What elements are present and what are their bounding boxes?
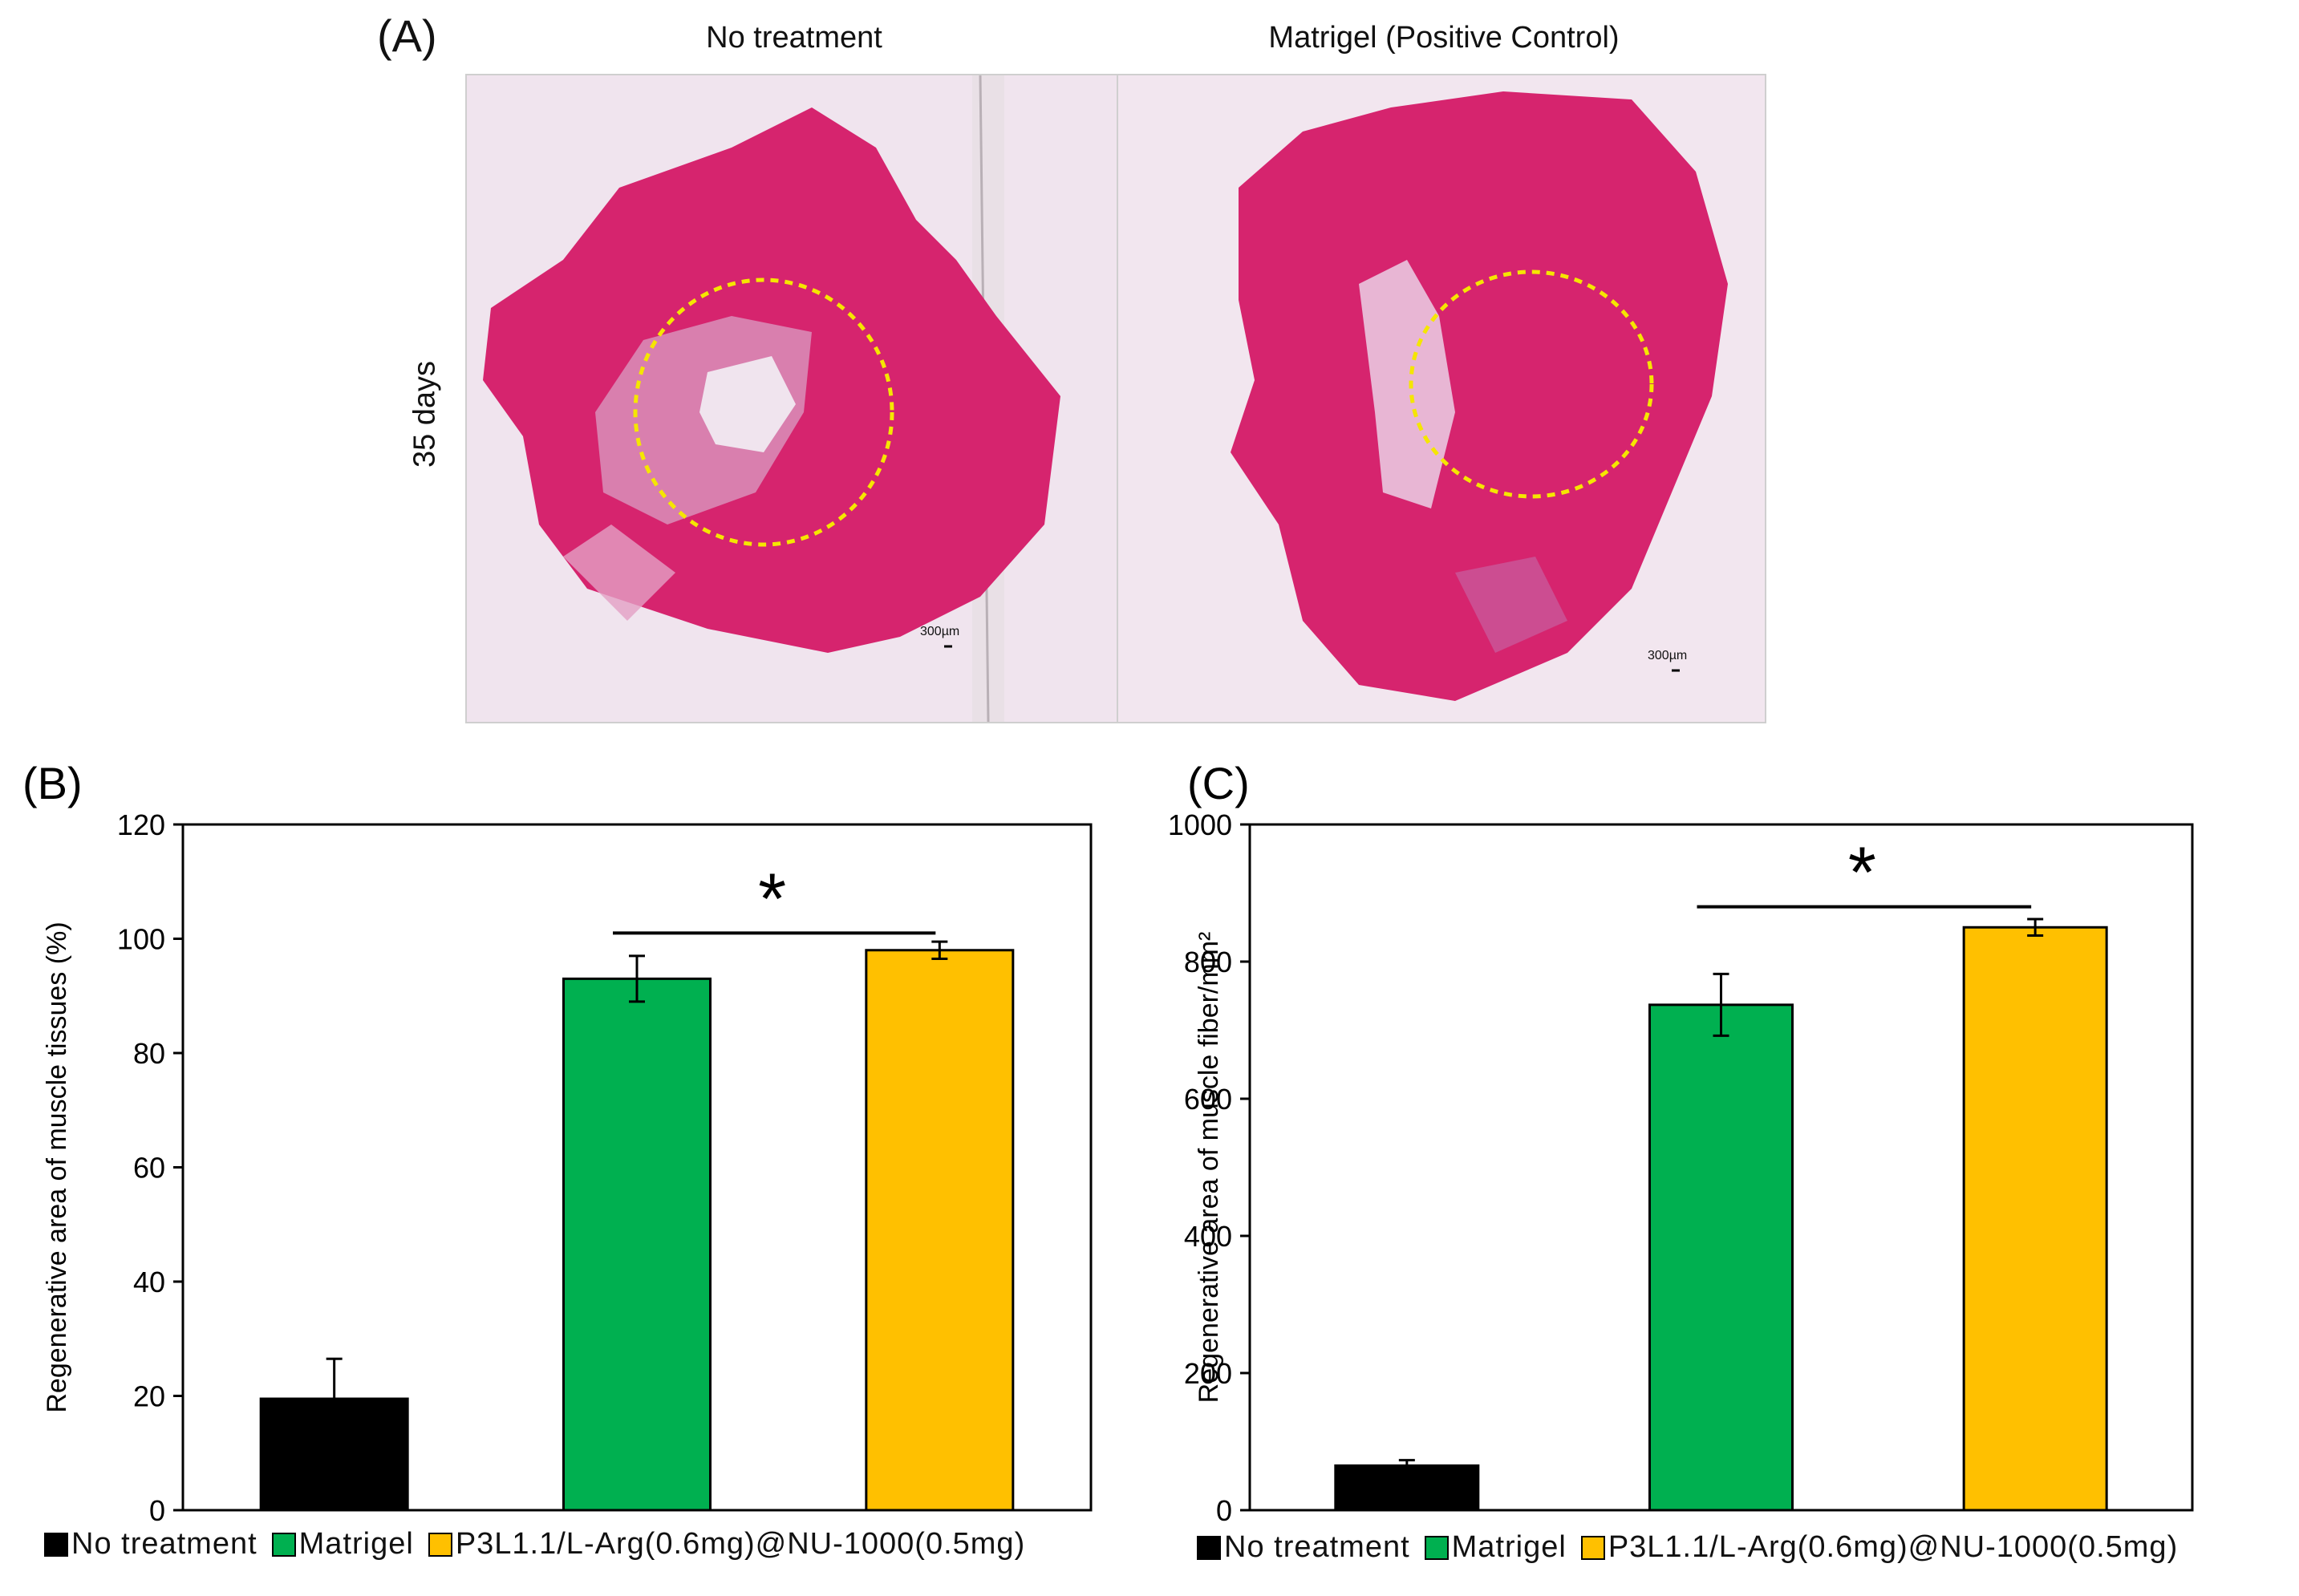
chart-b-ytick-label-4: 80 — [133, 1037, 165, 1070]
chart-b-bar-1 — [562, 977, 712, 1512]
chart-c-ytick-label-0: 0 — [1216, 1494, 1232, 1527]
legend-b-item-0: No treatment — [44, 1527, 257, 1562]
scale-bar-label-1: 300µm — [920, 625, 960, 638]
chart-c: (C) 0 200 400 600 800 1000 Regenerative area of… — [1168, 758, 2194, 1527]
chart-b-ytick-label-6: 120 — [117, 808, 165, 841]
legend-c-label-2: P3L1.1/L-Arg(0.6mg)@NU-1000(0.5mg) — [1608, 1530, 2179, 1564]
chart-c-ytick-label-4: 800 — [1184, 946, 1232, 978]
legend-b-swatch-0 — [44, 1532, 68, 1557]
legend-b-label-1: Matrigel — [298, 1527, 414, 1561]
chart-b-significance-star: * — [758, 859, 786, 939]
legend-c-swatch-1 — [1424, 1535, 1449, 1560]
scale-bar-label-2: 300µm — [1648, 649, 1688, 662]
legend-b-swatch-2 — [428, 1532, 452, 1557]
legend-b-label-0: No treatment — [71, 1527, 257, 1561]
chart-b-ytick-label-3: 60 — [133, 1152, 165, 1185]
legend-b-item-1: Matrigel — [271, 1527, 414, 1562]
chart-b-ytick-label-2: 40 — [133, 1266, 165, 1298]
chart-c-significance-star: * — [1848, 833, 1876, 913]
legend-c-item-2: P3L1.1/L-Arg(0.6mg)@NU-1000(0.5mg) — [1580, 1530, 2179, 1565]
legend-c: No treatment Matrigel P3L1.1/L-Arg(0.6mg… — [1197, 1530, 2192, 1565]
legend-b: No treatment Matrigel P3L1.1/L-Arg(0.6mg… — [44, 1527, 1040, 1562]
image-title-no-treatment: No treatment — [706, 21, 882, 55]
legend-c-swatch-2 — [1580, 1535, 1605, 1560]
legend-c-label-0: No treatment — [1224, 1530, 1410, 1564]
chart-c-bar-2 — [1962, 926, 2108, 1512]
panel-a-letter: (A) — [377, 10, 437, 61]
chart-c-ytick-label-2: 400 — [1184, 1220, 1232, 1253]
histology-drawing-matrigel — [1118, 75, 1765, 722]
chart-c-ytick-label-1: 200 — [1184, 1357, 1232, 1390]
chart-c-bar-1 — [1648, 1003, 1794, 1512]
legend-c-label-1: Matrigel — [1451, 1530, 1567, 1564]
histology-image-matrigel: 300µm — [1117, 74, 1766, 723]
image-title-matrigel: Matrigel (Positive Control) — [1268, 21, 1620, 55]
chart-c-panel-letter: (C) — [1187, 758, 1250, 808]
chart-b-panel-letter: (B) — [22, 758, 83, 808]
chart-b-ytick-label-0: 0 — [149, 1494, 165, 1527]
legend-b-label-2: P3L1.1/L-Arg(0.6mg)@NU-1000(0.5mg) — [455, 1527, 1026, 1561]
chart-b-bar-2 — [865, 949, 1015, 1512]
chart-c-y-axis-label: Regenerative area of muscle fiber/mm² — [1194, 932, 1224, 1404]
chart-c-ytick-label-5: 1000 — [1168, 808, 1232, 841]
chart-c-bar-0 — [1334, 1464, 1480, 1512]
chart-b-ytick-label-5: 100 — [117, 923, 165, 956]
legend-c-item-1: Matrigel — [1424, 1530, 1567, 1565]
chart-b: (B) 0 20 40 60 80 100 120 Regenerative area of m… — [22, 758, 1093, 1527]
legend-b-item-2: P3L1.1/L-Arg(0.6mg)@NU-1000(0.5mg) — [428, 1527, 1025, 1562]
histology-image-no-treatment: 300µm — [465, 74, 1118, 723]
chart-b-ytick-label-1: 20 — [133, 1380, 165, 1413]
legend-b-swatch-1 — [271, 1532, 296, 1557]
row-label-35-days: 35 days — [407, 360, 442, 468]
legend-c-swatch-0 — [1197, 1535, 1221, 1560]
legend-c-item-0: No treatment — [1197, 1530, 1410, 1565]
chart-c-ytick-label-3: 600 — [1184, 1083, 1232, 1116]
chart-b-y-axis-label: Regenerative area of muscle tissues (%) — [42, 922, 72, 1412]
histology-drawing-no-treatment — [467, 75, 1117, 722]
